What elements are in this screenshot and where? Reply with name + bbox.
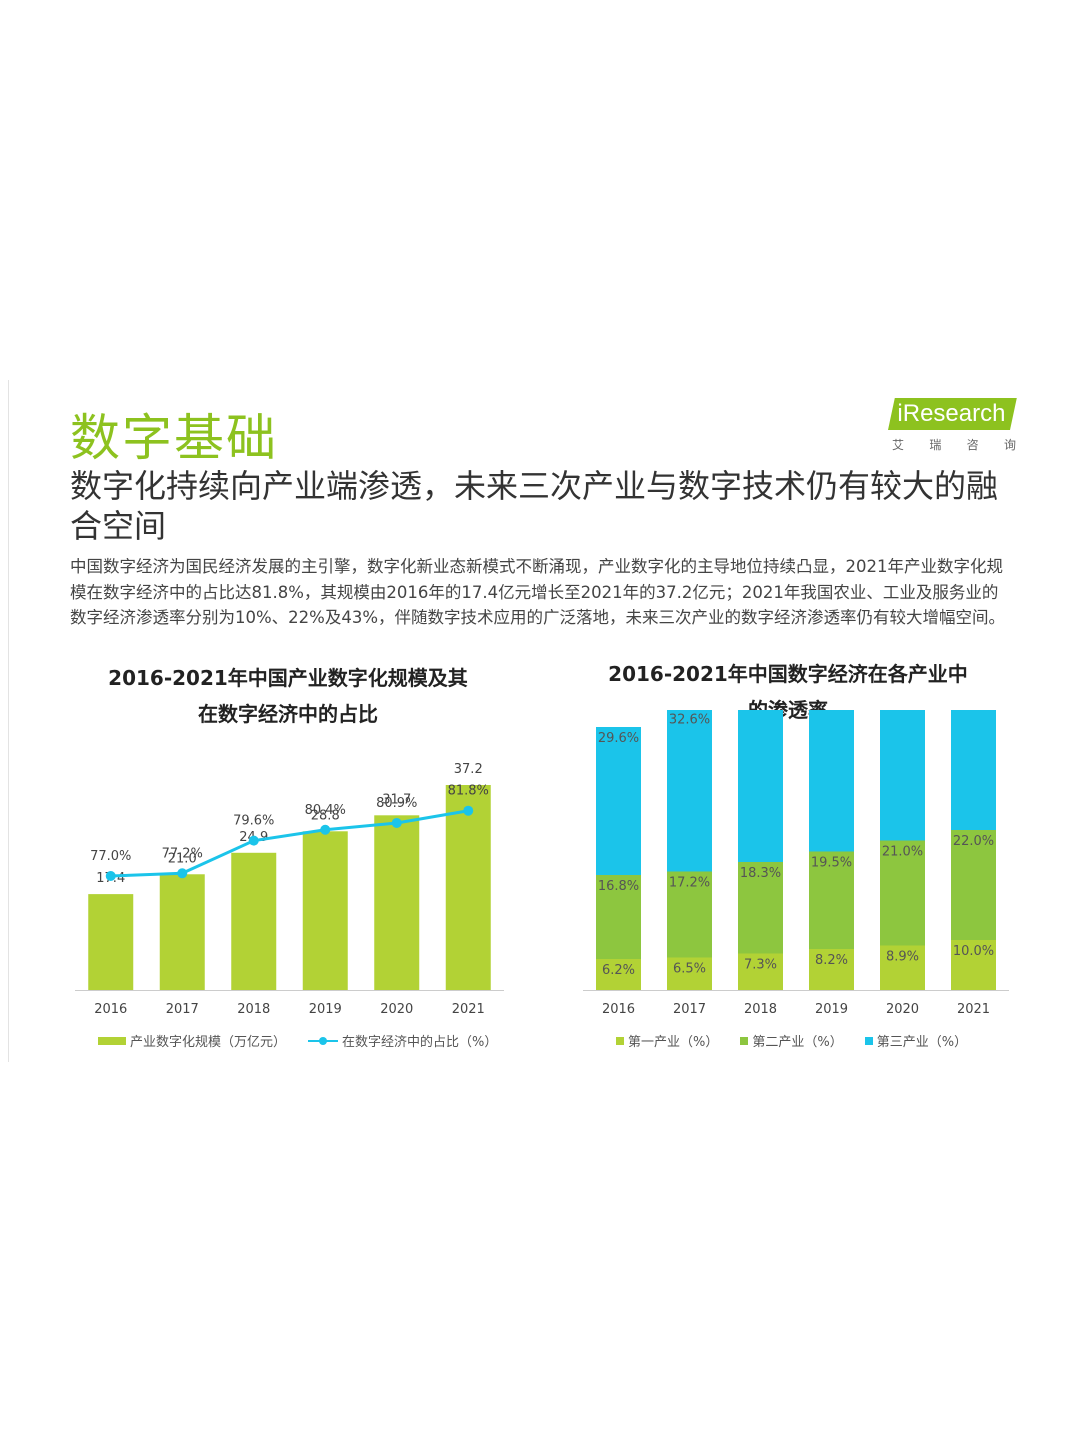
legend-item-tertiary: 第三产业（%） xyxy=(864,1031,967,1050)
line-label-2019: 80.4% xyxy=(305,803,346,818)
bar-label-2019: 28.8 xyxy=(311,808,340,823)
bar-2019-series2 xyxy=(809,851,854,949)
x-tick-2018: 2018 xyxy=(744,1002,777,1017)
line-point-2017 xyxy=(177,868,188,879)
line-point-2016 xyxy=(105,871,116,881)
line-label-2017: 77.2% xyxy=(162,846,203,861)
bar-2016-series3 xyxy=(596,727,641,875)
line-label-2018: 79.6% xyxy=(233,814,274,829)
chart1-legend: 产业数字化规模（万亿元） 在数字经济中的占比（%） xyxy=(98,1031,519,1050)
x-tick-2021: 2021 xyxy=(452,1002,485,1017)
bar-2020 xyxy=(374,815,420,990)
line-point-2020 xyxy=(391,817,402,828)
bar-2018 xyxy=(231,852,277,990)
logo-subtitle: 艾 瑞 咨 询 xyxy=(892,438,1016,452)
logo-wordmark: iResearch xyxy=(888,398,1017,430)
bar-2016 xyxy=(88,894,134,990)
line-label-2021: 81.8% xyxy=(448,784,489,799)
x-tick-2017: 2017 xyxy=(166,1002,199,1017)
bar-label-2021-series1: 10.0% xyxy=(953,944,994,959)
body-text: 中国数字经济为国民经济发展的主引擎，数字化新业态新模式不断涌现，产业数字化的主导… xyxy=(70,557,1006,627)
slide-edge xyxy=(8,380,9,1062)
bar-label-2020-series1: 8.9% xyxy=(886,950,919,965)
bar-2021-series1 xyxy=(951,940,996,990)
bar-2019-series3 xyxy=(809,710,854,852)
bar-label-2019-series2: 19.5% xyxy=(811,856,852,871)
chart2-legend: 第一产业（%） 第二产业（%） 第三产业（%） xyxy=(616,1031,989,1050)
bar-2016-series1 xyxy=(596,959,641,990)
legend-swatch-primary xyxy=(616,1036,624,1045)
bar-label-2016-series2: 16.8% xyxy=(598,879,639,894)
bar-2020-series3 xyxy=(880,710,925,841)
x-tick-2016: 2016 xyxy=(94,1002,127,1017)
bar-label-2021-series2: 22.0% xyxy=(953,834,994,849)
headline: 数字化持续向产业端渗透，未来三次产业与数字技术仍有较大的融合空间 xyxy=(70,467,999,545)
bar-label-2021: 37.2 xyxy=(454,762,483,777)
x-tick-2019: 2019 xyxy=(815,1002,848,1017)
iresearch-logo: iResearch 艾 瑞 咨 询 xyxy=(888,394,1018,458)
bar-label-2018-series2: 18.3% xyxy=(740,866,781,881)
line-point-2021 xyxy=(463,805,474,816)
bar-2016-series2 xyxy=(596,875,641,959)
legend-item-primary: 第一产业（%） xyxy=(616,1031,718,1050)
bar-label-2017: 21.0 xyxy=(168,851,197,866)
legend-item-bar: 产业数字化规模（万亿元） xyxy=(98,1031,286,1050)
x-tick-2016: 2016 xyxy=(602,1002,635,1017)
legend-swatch-tertiary xyxy=(864,1036,873,1045)
x-tick-2018: 2018 xyxy=(237,1002,270,1017)
line-point-2019 xyxy=(320,824,331,835)
legend-swatch-secondary xyxy=(740,1036,749,1045)
x-tick-2021: 2021 xyxy=(957,1002,990,1017)
bar-label-2020-series2: 21.0% xyxy=(882,845,923,860)
bar-label-2017-series3: 32.6% xyxy=(669,713,710,728)
bar-2021-series3 xyxy=(951,710,996,830)
line-label-2016: 77.0% xyxy=(90,849,131,864)
bar-label-2019-series1: 8.2% xyxy=(815,953,848,968)
bar-2021 xyxy=(445,785,491,990)
bar-2018-series1 xyxy=(738,953,783,990)
x-tick-2020: 2020 xyxy=(380,1002,413,1017)
bar-label-2018-series1: 7.3% xyxy=(744,958,777,973)
line-label-2020: 80.9% xyxy=(376,796,417,811)
bar-2018-series3 xyxy=(738,710,783,862)
chart1-title: 2016-2021年中国产业数字化规模及其 在数字经济中的占比 xyxy=(108,666,468,726)
x-tick-2017: 2017 xyxy=(673,1002,706,1017)
bar-label-2016-series3: 29.6% xyxy=(598,731,639,746)
chart1-combo: 17.4201621.0201724.9201828.8201931.72020… xyxy=(75,762,504,1017)
bar-2020-series1 xyxy=(880,945,925,990)
bar-2017-series2 xyxy=(667,871,712,958)
chart2-stacked: 6.2% 16.8% 29.6% 2016 6.5% 17.2% 32.6% 2017 7.3%… xyxy=(583,710,1009,1017)
legend-item-secondary: 第二产业（%） xyxy=(740,1031,843,1050)
bar-2019-series1 xyxy=(809,949,854,990)
bar-2017 xyxy=(159,874,205,990)
share-line xyxy=(110,809,469,878)
bar-2018-series2 xyxy=(738,862,783,954)
slide: 数字基础 iResearch 艾 瑞 咨 询 数字化持续向产业端渗透，未来三次产… xyxy=(8,380,1074,1062)
bar-label-2020: 31.7 xyxy=(382,792,411,807)
legend-swatch-line xyxy=(308,1036,339,1046)
legend-item-line: 在数字经济中的占比（%） xyxy=(308,1031,497,1050)
bar-2019 xyxy=(302,831,348,990)
bar-2021-series2 xyxy=(951,830,996,940)
bar-label-2017-series1: 6.5% xyxy=(673,962,706,977)
bar-label-2017-series2: 17.2% xyxy=(669,876,710,891)
bar-2017-series1 xyxy=(667,957,712,990)
section-title: 数字基础 xyxy=(70,409,278,467)
line-point-2018 xyxy=(248,835,259,846)
bar-label-2016-series1: 6.2% xyxy=(602,963,635,978)
bar-2020-series2 xyxy=(880,840,925,946)
bar-2017-series3 xyxy=(667,710,712,872)
x-tick-2019: 2019 xyxy=(309,1002,342,1017)
x-tick-2020: 2020 xyxy=(886,1002,919,1017)
legend-swatch-bar xyxy=(98,1036,126,1045)
